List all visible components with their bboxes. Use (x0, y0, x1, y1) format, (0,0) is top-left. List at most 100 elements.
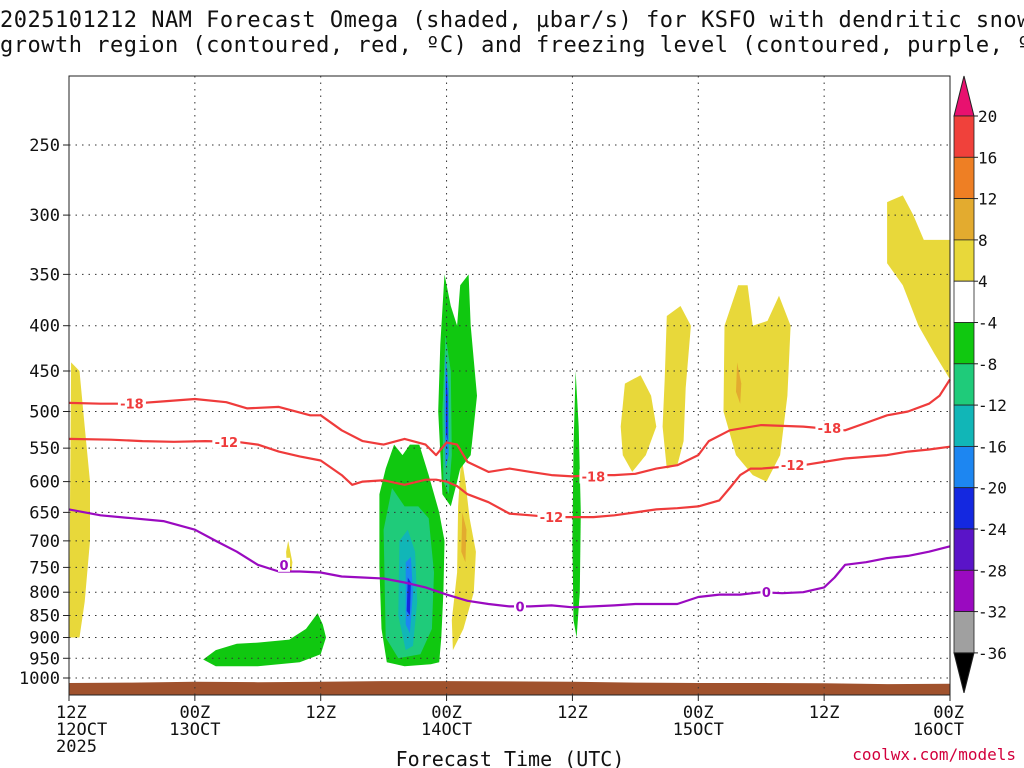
colorbar-bottom-arrow (953, 652, 975, 694)
y-tick-label-1000: 1000 (19, 669, 60, 689)
colorbar-label-5: -4 (978, 314, 997, 333)
contour-label-3: -12 (215, 436, 239, 451)
colorbar-segment-11 (953, 569, 975, 612)
grid-lines (68, 76, 951, 695)
colorbar-label-0: 20 (978, 107, 997, 126)
x-tick-label-7-2: 16OCT (913, 720, 964, 740)
y-axis-ticks: 2503003504004505005506006507007508008509… (19, 136, 69, 689)
omega-region-left-yellow (69, 362, 90, 638)
colorbar-label-6: -8 (978, 355, 997, 374)
x-tick-label-4-1: 12Z (557, 703, 588, 723)
contour-label-8: 0 (762, 586, 771, 601)
colorbar-segment-1 (953, 156, 975, 200)
chart-title-line-2: growth region (contoured, red, ºC) and f… (0, 33, 1024, 58)
colorbar-label-13: -36 (978, 644, 1007, 663)
x-axis-label: Forecast Time (UTC) (396, 747, 625, 768)
contour-label-bg-7 (513, 599, 526, 614)
y-tick-label-450: 450 (29, 362, 60, 382)
x-tick-label-0-1: 12Z (56, 703, 87, 723)
colorbar-segment-8 (953, 445, 975, 489)
omega-shading (69, 195, 950, 667)
terrain-ground (69, 681, 950, 695)
colorbar-label-10: -24 (978, 520, 1007, 539)
contour-label-bg-5 (778, 458, 807, 473)
contour-label-7: 0 (515, 600, 524, 615)
ground-surface (69, 681, 950, 695)
colorbar-segment-3 (953, 239, 975, 282)
omega-region-right-yellow (887, 195, 950, 380)
y-tick-label-600: 600 (29, 473, 60, 493)
contour-label-4: -12 (540, 511, 564, 526)
colorbar-segment-10 (953, 528, 975, 571)
colorbar-segment-7 (953, 404, 975, 447)
y-tick-label-650: 650 (29, 503, 60, 523)
colorbar-label-12: -32 (978, 603, 1007, 622)
chart-title-line-1: 2025101212 NAM Forecast Omega (shaded, µ… (0, 8, 1024, 33)
contour-label-bg-2 (815, 421, 844, 436)
x-tick-label-7-1: 00Z (933, 703, 964, 723)
y-tick-label-950: 950 (29, 649, 60, 669)
colorbar-label-11: -28 (978, 561, 1007, 580)
contour-label-bg-8 (760, 585, 773, 600)
colorbar-segment-9 (953, 487, 975, 530)
x-tick-label-3-1: 00Z (431, 703, 462, 723)
contour-label-5: -12 (781, 459, 805, 474)
omega-region-yellow-b (620, 375, 657, 472)
y-tick-label-300: 300 (29, 206, 60, 226)
contour-label-bg-6 (278, 557, 291, 572)
omega-region-orange-a (461, 512, 467, 563)
x-tick-label-1-2: 13OCT (169, 720, 220, 740)
omega-region-green-thin (572, 371, 581, 638)
y-tick-label-700: 700 (29, 532, 60, 552)
y-tick-label-550: 550 (29, 439, 60, 459)
temperature-contours: -18 -18 -18 -12 -12 -12 0 0 0 (68, 378, 951, 615)
omega-region-green-low (203, 613, 326, 667)
contour-label-6: 0 (279, 559, 288, 574)
contour-label-bg-3 (212, 434, 241, 449)
y-tick-label-900: 900 (29, 628, 60, 648)
contour-label-bg-1 (579, 469, 608, 484)
omega-region-darkblue-mid (406, 577, 411, 616)
colorbar-segment-5 (953, 322, 975, 365)
colorbar-label-7: -12 (978, 396, 1007, 415)
y-tick-label-750: 750 (29, 558, 60, 578)
omega-region-orange-b (736, 362, 742, 404)
colorbar-segment-6 (953, 363, 975, 406)
x-tick-label-1-1: 00Z (179, 703, 210, 723)
contour-label-bg-0 (117, 396, 146, 411)
y-tick-label-350: 350 (29, 265, 60, 285)
colorbar-segment-2 (953, 198, 975, 241)
colorbar: 20 16 12 8 4 -4 -8 -12 -16 -20 -24 -28 -32 -36 (953, 75, 1007, 694)
plot-frame (68, 75, 951, 696)
y-tick-label-800: 800 (29, 583, 60, 603)
y-tick-label-500: 500 (29, 403, 60, 423)
contour-line-2 (68, 508, 951, 609)
contour-label-2: -18 (818, 422, 842, 437)
y-tick-label-400: 400 (29, 317, 60, 337)
colorbar-segment-0 (953, 115, 975, 158)
x-tick-label-3-2: 14OCT (421, 720, 472, 740)
colorbar-label-4: 4 (978, 272, 988, 291)
colorbar-segment-4 (953, 280, 975, 323)
x-tick-label-5-2: 15OCT (673, 720, 724, 740)
x-tick-label-5-1: 00Z (683, 703, 714, 723)
contour-label-1: -18 (582, 470, 606, 485)
contour-label-bg-4 (537, 510, 566, 525)
credit-text: coolwx.com/models (852, 745, 1016, 764)
x-tick-label-0-3: 2025 (56, 737, 97, 757)
contour-label-0: -18 (120, 398, 144, 413)
colorbar-label-1: 16 (978, 148, 997, 167)
colorbar-segment-12 (953, 611, 975, 654)
colorbar-label-3: 8 (978, 231, 988, 250)
contour-line-1 (68, 437, 951, 519)
omega-region-yellow-d (723, 285, 791, 482)
y-tick-label-850: 850 (29, 607, 60, 627)
x-tick-label-0-2: 12OCT (56, 720, 107, 740)
x-tick-label-6-1: 12Z (809, 703, 840, 723)
x-tick-label-2-1: 12Z (305, 703, 336, 723)
omega-region-yellow-c (662, 306, 691, 469)
colorbar-label-8: -16 (978, 437, 1007, 456)
colorbar-label-2: 12 (978, 190, 997, 209)
